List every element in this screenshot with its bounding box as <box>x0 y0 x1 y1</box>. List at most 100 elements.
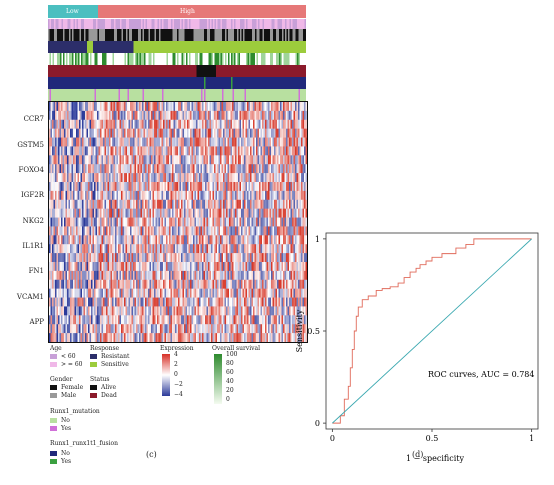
annotation-cell <box>187 29 190 41</box>
annotation-cell <box>52 41 55 53</box>
heatmap-cell <box>89 244 92 254</box>
heatmap-cell <box>289 262 291 272</box>
annotation-cell <box>261 29 263 41</box>
annotation-cell <box>118 53 121 65</box>
heatmap-cell <box>230 288 233 298</box>
heatmap-cell <box>305 253 307 263</box>
heatmap-cell <box>122 110 125 121</box>
annotation-cell <box>243 53 245 65</box>
annotation-cell <box>301 53 304 65</box>
annotation-cell <box>294 77 296 89</box>
heatmap-cell <box>199 190 201 201</box>
heatmap-cell <box>283 119 285 129</box>
heatmap-cell <box>50 288 53 298</box>
heatmap-cell <box>281 182 284 192</box>
heatmap-cell <box>65 182 68 192</box>
heatmap-cell <box>295 226 297 236</box>
heatmap-cell <box>173 279 176 289</box>
heatmap-cell <box>298 279 300 289</box>
heatmap-cell <box>151 190 153 201</box>
annotation-cell <box>273 53 275 65</box>
heatmap-cell <box>82 270 84 281</box>
annotation-cell <box>115 53 118 65</box>
heatmap-cell <box>241 226 243 236</box>
heatmap-cell <box>181 182 183 192</box>
heatmap-cell <box>304 146 306 156</box>
heatmap-cell <box>235 262 237 272</box>
heatmap-cell <box>175 244 177 254</box>
heatmap-cell <box>149 173 152 183</box>
heatmap-cell <box>140 146 143 156</box>
heatmap-cell <box>77 173 80 183</box>
heatmap-cell <box>106 217 108 227</box>
annotation-cell <box>123 65 125 77</box>
heatmap-cell <box>269 253 272 263</box>
heatmap-cell <box>253 262 255 272</box>
annotation-cell <box>66 41 68 53</box>
annotation-cell <box>67 29 70 41</box>
heatmap-cell <box>88 279 90 289</box>
heatmap-cell <box>124 208 126 218</box>
heatmap-cell <box>173 182 176 192</box>
heatmap-cell <box>76 226 78 236</box>
heatmap-cell <box>163 102 165 112</box>
heatmap-cell <box>140 235 143 245</box>
heatmap-cell <box>158 217 161 227</box>
annotation-cell <box>271 41 274 53</box>
annotation-cell <box>216 19 218 29</box>
heatmap-cell <box>263 270 266 281</box>
heatmap-cell <box>163 262 165 272</box>
heatmap-cell <box>97 182 99 192</box>
heatmap-cell <box>62 146 65 156</box>
heatmap-cell <box>92 208 95 218</box>
heatmap-cell <box>130 146 132 156</box>
heatmap-cell <box>215 102 218 112</box>
heatmap-cell <box>220 128 222 138</box>
heatmap-cell <box>179 102 182 112</box>
heatmap-cell <box>101 155 104 165</box>
heatmap-cell <box>170 155 173 165</box>
heatmap-cell <box>185 253 188 263</box>
heatmap-cell <box>208 208 210 218</box>
heatmap-cell <box>115 146 117 156</box>
heatmap-cell <box>68 199 71 209</box>
heatmap-cell <box>127 173 129 183</box>
heatmap-cell <box>200 253 203 263</box>
annotation-cell <box>139 89 142 101</box>
annotation-cell <box>66 65 68 77</box>
heatmap-cell <box>271 279 273 289</box>
heatmap-cell <box>293 173 296 183</box>
heatmap-cell <box>262 288 264 298</box>
heatmap-cell <box>58 199 60 209</box>
heatmap-cell <box>55 217 57 227</box>
heatmap-cell <box>235 146 237 156</box>
annotation-cell <box>199 19 202 29</box>
annotation-cell <box>277 77 280 89</box>
heatmap-cell <box>82 253 84 263</box>
heatmap-cell <box>125 262 128 272</box>
heatmap-cell <box>139 279 141 289</box>
heatmap-cell <box>247 253 249 263</box>
heatmap-cell <box>119 173 122 183</box>
annotation-cell <box>183 19 185 29</box>
heatmap-cell <box>103 279 105 289</box>
annotation-cell <box>63 29 65 41</box>
heatmap-cell <box>284 164 287 174</box>
heatmap-cell <box>94 128 96 138</box>
annotation-cell <box>264 65 266 77</box>
heatmap-cell <box>272 217 275 227</box>
heatmap-cell <box>59 217 62 227</box>
heatmap-cell <box>109 128 111 138</box>
heatmap-cell <box>157 155 159 165</box>
annotation-cell <box>99 77 101 89</box>
annotation-cell <box>295 77 298 89</box>
heatmap-cell <box>199 102 201 112</box>
heatmap-cell <box>278 217 281 227</box>
heatmap-cell <box>265 279 267 289</box>
annotation-cell <box>303 89 305 101</box>
heatmap-cell <box>200 182 203 192</box>
heatmap-cell <box>146 262 149 272</box>
heatmap-cell <box>76 217 78 227</box>
annotation-cell <box>135 65 137 77</box>
heatmap-cell <box>158 279 161 289</box>
